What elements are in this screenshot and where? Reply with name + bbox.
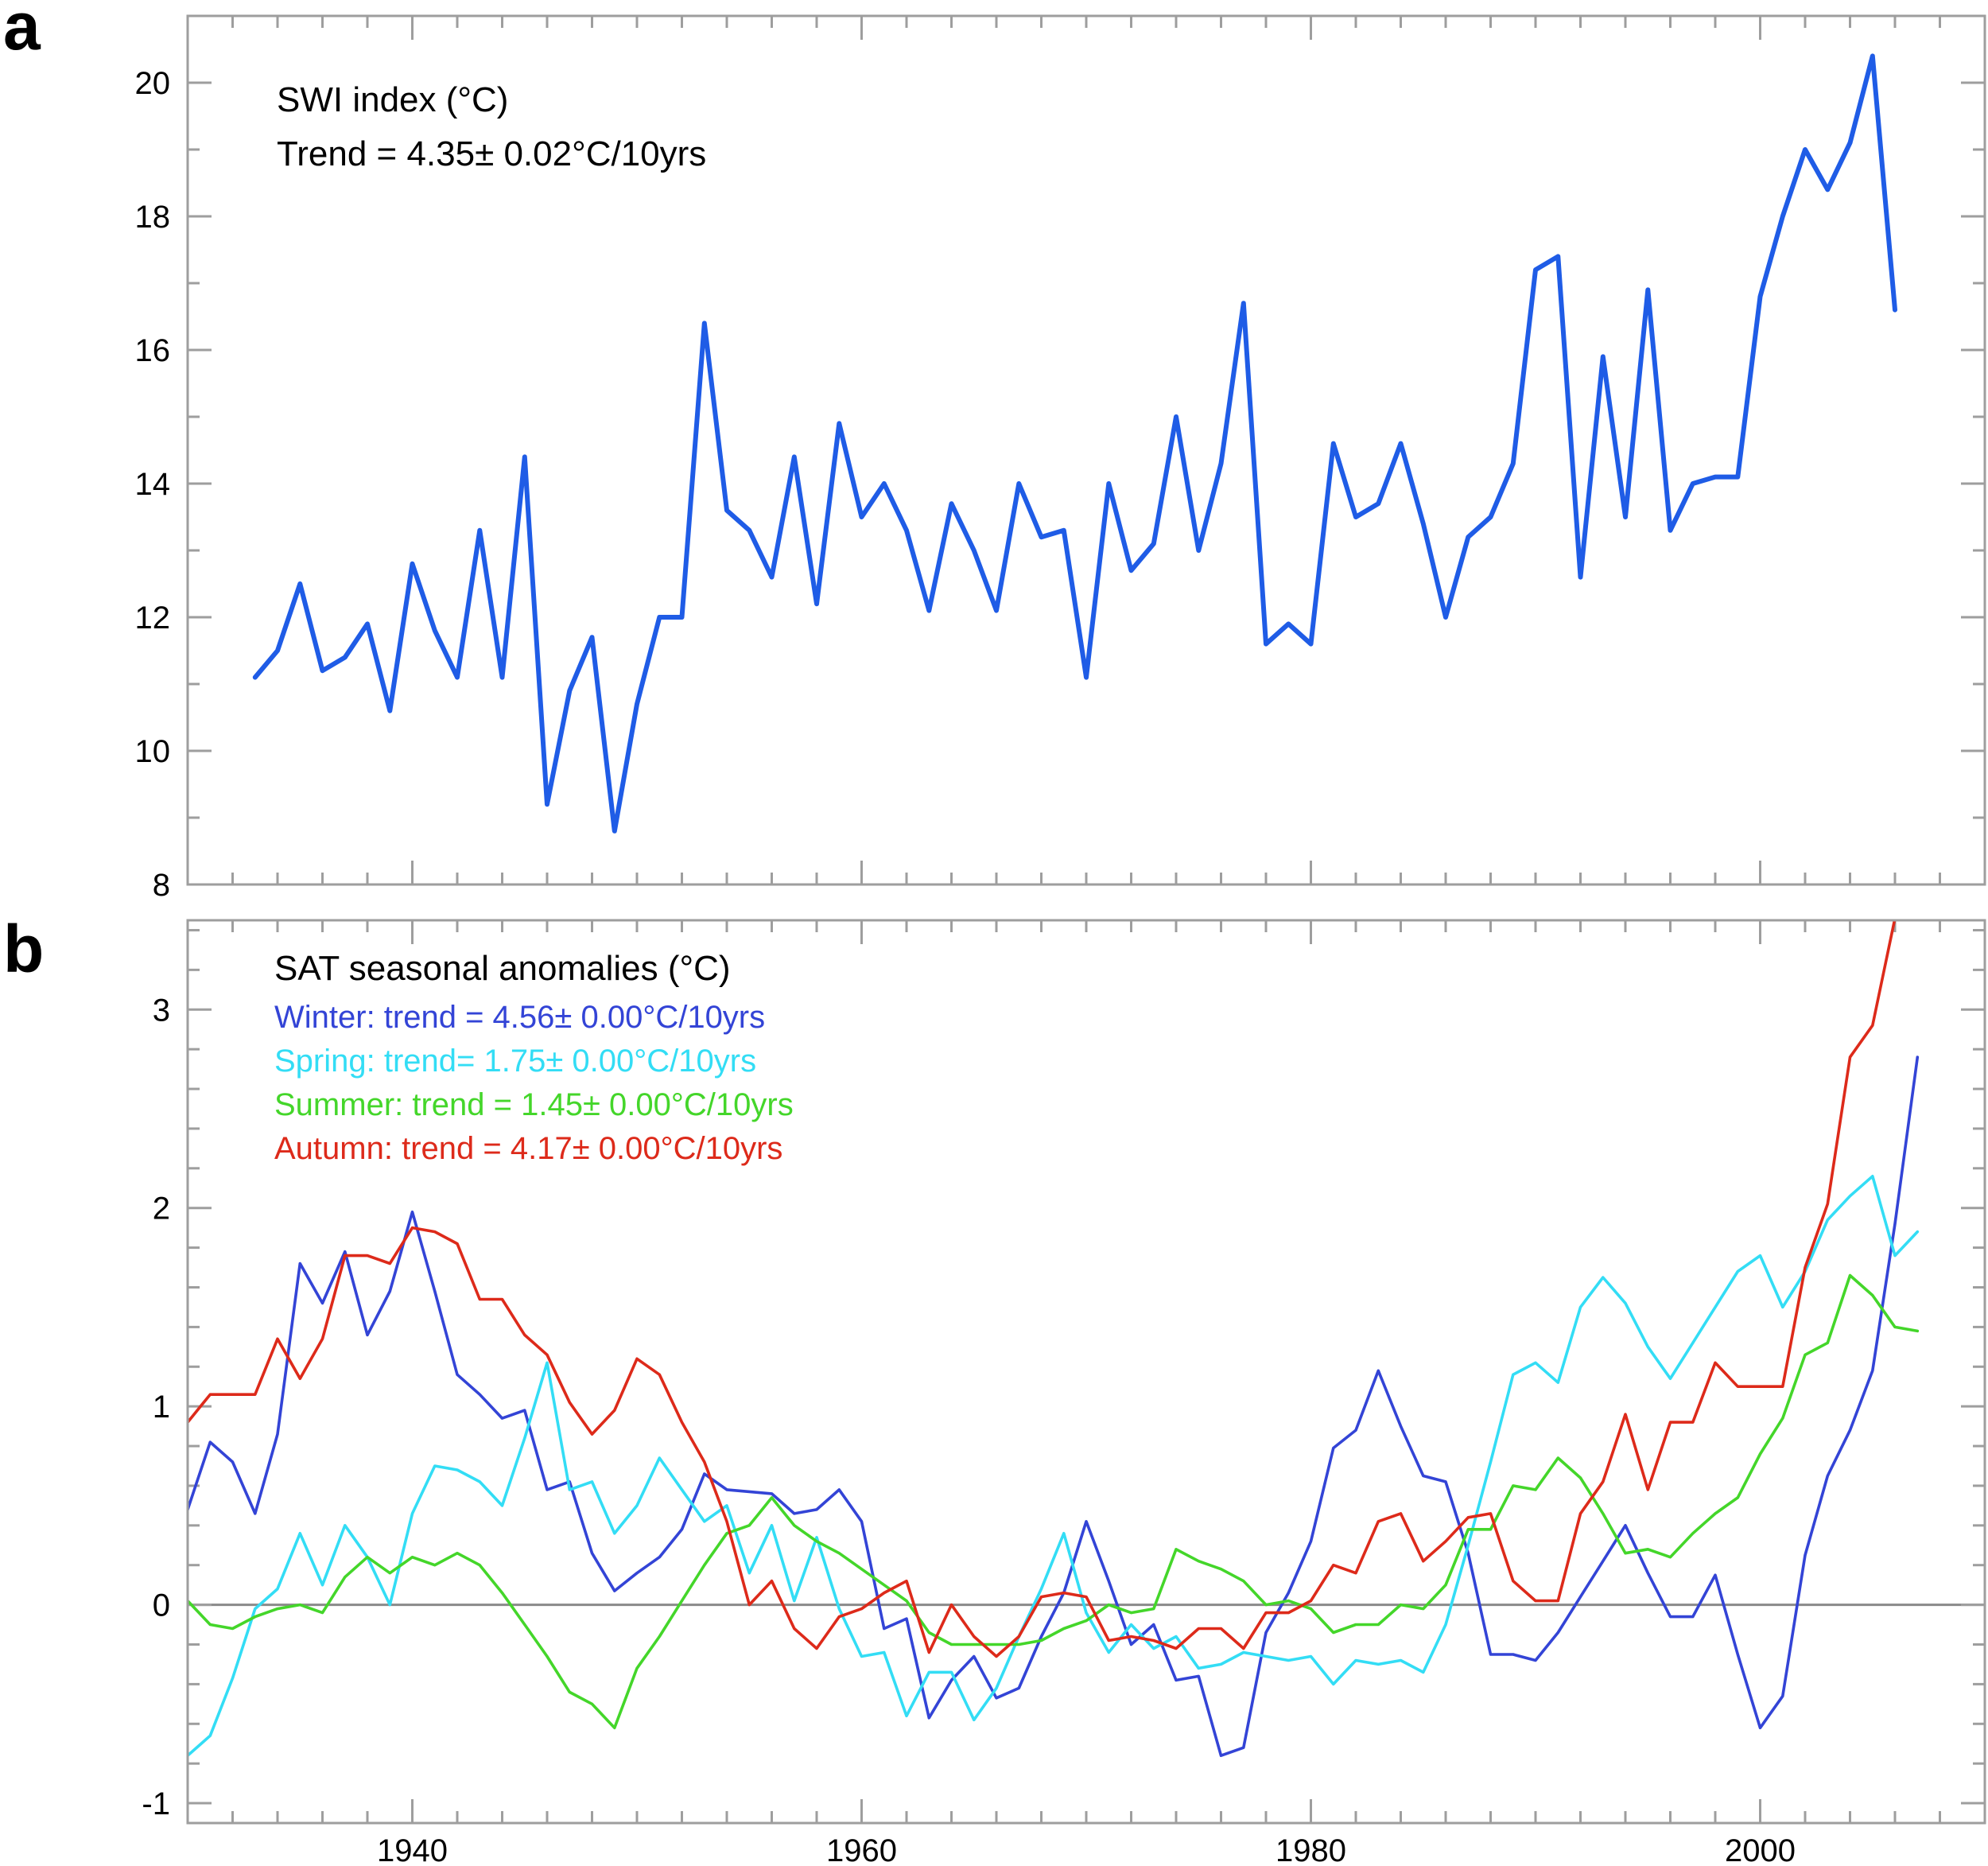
panel-b-frame — [186, 919, 1986, 1825]
legend-autumn: Autumn: trend = 4.17± 0.00°C/10yrs — [274, 1131, 782, 1166]
series-winter-line — [188, 1055, 1920, 1757]
panel-a-y-tick-label: 18 — [135, 200, 171, 235]
panel-b-ticks — [186, 920, 1986, 1823]
panel-a-lines — [252, 53, 1897, 834]
panel-a-y-tick-labels: 8 10 12 14 16 18 20 — [135, 66, 171, 903]
sat-title: SAT seasonal anomalies (°C) — [274, 949, 731, 988]
series-summer-line — [188, 1273, 1920, 1730]
legend-winter: Winter: trend = 4.56± 0.00°C/10yrs — [274, 1000, 765, 1035]
panel-b-letter: b — [3, 912, 44, 986]
swi-trend-label: Trend = 4.35± 0.02°C/10yrs — [277, 134, 706, 173]
panel-a-letter: a — [3, 0, 41, 64]
panel-b-y-tick-label: 0 — [153, 1588, 170, 1623]
series-autumn-line — [188, 920, 1897, 1658]
legend-summer: Summer: trend = 1.45± 0.00°C/10yrs — [274, 1087, 794, 1122]
panel-a-y-tick-label: 16 — [135, 333, 171, 368]
panel-a-y-tick-label: 10 — [135, 734, 171, 769]
panel-a-y-tick-label: 12 — [135, 601, 171, 636]
panel-b: b -1 0 1 2 3 1940 1960 1980 2000 SAT seasonal a… — [3, 912, 1986, 1866]
panel-b-lines — [188, 920, 1920, 1757]
panel-b-y-tick-label: 1 — [153, 1390, 170, 1425]
panel-a: a 8 10 12 14 16 18 20 SWI index (°C) Trend = 4… — [3, 0, 1986, 903]
series-swi-index-line — [252, 53, 1897, 834]
panel-b-y-tick-label: -1 — [142, 1786, 170, 1821]
panel-a-y-tick-label: 8 — [153, 868, 170, 903]
panel-a-frame — [186, 14, 1986, 886]
panel-b-x-tick-label: 1940 — [377, 1833, 448, 1866]
panel-b-x-tick-label: 1980 — [1276, 1833, 1346, 1866]
panel-b-y-tick-label: 3 — [153, 993, 170, 1028]
panel-b-x-tick-labels: 1940 1960 1980 2000 — [377, 1833, 1796, 1866]
panel-b-y-tick-label: 2 — [153, 1192, 170, 1227]
panel-b-x-tick-label: 1960 — [826, 1833, 897, 1866]
panel-b-x-tick-label: 2000 — [1725, 1833, 1796, 1866]
legend-spring: Spring: trend= 1.75± 0.00°C/10yrs — [274, 1044, 756, 1079]
panel-a-y-tick-label: 14 — [135, 467, 171, 502]
swi-title: SWI index (°C) — [277, 80, 508, 119]
panel-b-y-tick-labels: -1 0 1 2 3 — [142, 993, 170, 1821]
series-spring-line — [188, 1175, 1920, 1757]
panel-a-y-tick-label: 20 — [135, 66, 171, 101]
